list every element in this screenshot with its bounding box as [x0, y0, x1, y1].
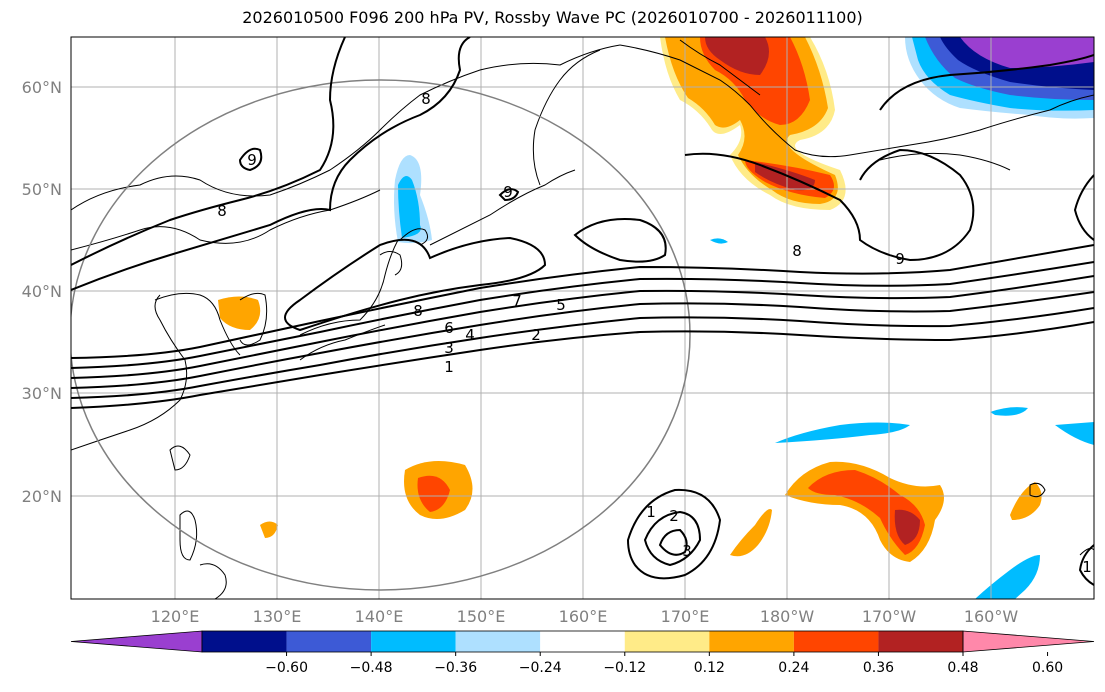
colorbar-segment — [371, 631, 456, 652]
lon-tick-label: 180°W — [760, 607, 815, 626]
colorbar-tick-label: 0.36 — [863, 660, 894, 676]
colorbar-segment — [202, 631, 287, 652]
colorbar-tick-label: −0.24 — [519, 660, 562, 676]
lon-tick-label: 160°W — [964, 607, 1019, 626]
contour-label: 9 — [895, 250, 905, 268]
colorbar-labels: −0.60 −0.48 −0.36 −0.24 −0.12 0.12 0.24 0.36 0.4… — [265, 652, 1063, 676]
colorbar-tick-label: −0.36 — [434, 660, 477, 676]
lon-tick-label: 170°W — [862, 607, 917, 626]
latitude-axis: 60°N 50°N 40°N 30°N 20°N — [22, 78, 62, 506]
colorbar — [70, 630, 1095, 653]
positive-anomaly-shading — [218, 37, 1042, 562]
contour-label: 4 — [465, 326, 475, 344]
lat-tick-label: 50°N — [22, 180, 62, 199]
lon-tick-label: 130°E — [253, 607, 302, 626]
contour-label: 3 — [682, 542, 692, 560]
contour-label: 1 — [444, 358, 454, 376]
contour-label: 2 — [531, 326, 541, 344]
contour-label: 9 — [247, 151, 257, 169]
colorbar-segment — [540, 631, 625, 652]
pv-contours — [71, 37, 1094, 586]
colorbar-segment — [286, 631, 372, 652]
contour-label-group: 1 2 3 4 5 6 7 8 8 8 8 9 9 9 1 2 3 1 — [217, 90, 1092, 576]
colorbar-tick-label: 0.48 — [947, 660, 978, 676]
contour-label: 8 — [792, 242, 802, 260]
contour-label: 7 — [512, 292, 522, 310]
lat-tick-label: 40°N — [22, 282, 62, 301]
colorbar-tick-label: −0.60 — [265, 660, 308, 676]
colorbar-segment — [793, 631, 879, 652]
colorbar-tick-label: 0.12 — [694, 660, 725, 676]
gridlines — [71, 37, 1094, 599]
contour-label: 5 — [556, 296, 566, 314]
colorbar-segment — [624, 631, 710, 652]
colorbar-extend-low — [70, 630, 203, 653]
lon-tick-label: 120°E — [151, 607, 200, 626]
coastlines — [71, 39, 1094, 599]
colorbar-segment — [709, 631, 794, 652]
lon-tick-label: 160°E — [559, 607, 608, 626]
lon-tick-label: 140°E — [355, 607, 404, 626]
contour-label: 6 — [444, 319, 454, 337]
colorbar-segment — [455, 631, 541, 652]
colorbar-tick-label: −0.48 — [350, 660, 393, 676]
colorbar-extend-high — [962, 630, 1095, 653]
lat-tick-label: 30°N — [22, 384, 62, 403]
contour-label: 2 — [669, 507, 679, 525]
contour-label: 9 — [503, 183, 513, 201]
colorbar-segment — [878, 631, 963, 652]
contour-label: 3 — [444, 339, 454, 357]
negative-anomaly-shading — [394, 37, 1094, 599]
contour-label: 8 — [217, 202, 227, 220]
lon-tick-label: 170°E — [661, 607, 710, 626]
contour-label: 8 — [421, 90, 431, 108]
colorbar-tick-label: 0.60 — [1032, 660, 1063, 676]
longitude-axis: 120°E 130°E 140°E 150°E 160°E 170°E 180°… — [151, 607, 1019, 626]
radius-circle — [71, 79, 691, 591]
colorbar-tick-label: −0.12 — [603, 660, 646, 676]
contour-label: 1 — [646, 503, 656, 521]
contour-label: 1 — [1082, 558, 1092, 576]
colorbar-tick-label: 0.24 — [778, 660, 809, 676]
colorbar-frame — [201, 630, 964, 653]
plot-frame — [70, 36, 1095, 600]
contour-label: 8 — [413, 302, 423, 320]
map-title: 2026010500 F096 200 hPa PV, Rossby Wave … — [242, 8, 863, 27]
lon-tick-label: 150°E — [457, 607, 506, 626]
lat-tick-label: 20°N — [22, 487, 62, 506]
lat-tick-label: 60°N — [22, 78, 62, 97]
